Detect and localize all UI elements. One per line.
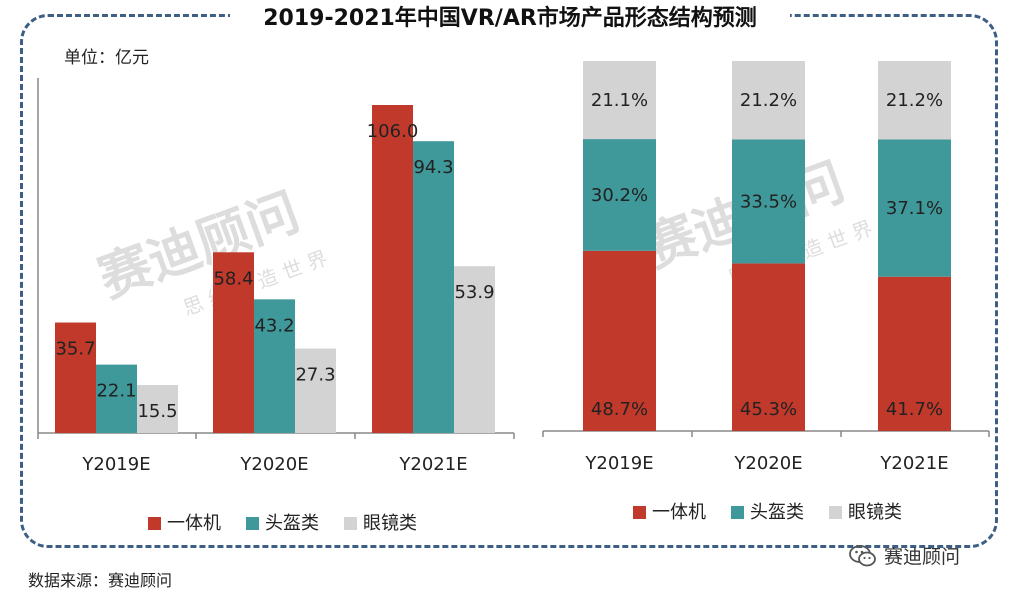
legend-label: 头盔类 [265, 513, 319, 534]
data-label-left: 35.7 [55, 339, 95, 360]
bar-right-一体机 [583, 250, 656, 431]
data-label-left: 43.2 [254, 315, 294, 336]
data-label-left: 15.5 [137, 401, 177, 422]
data-label-right: 45.3% [740, 399, 797, 420]
bar-left-一体机 [55, 322, 96, 433]
bar-left-头盔类 [96, 364, 137, 433]
x-tick-label-left: Y2020E [239, 454, 308, 475]
data-label-left: 58.4 [213, 268, 253, 289]
data-label-left: 27.3 [295, 365, 335, 386]
data-label-left: 94.3 [413, 157, 453, 178]
legend-label: 一体机 [652, 502, 706, 523]
data-label-left: 106.0 [367, 121, 419, 142]
x-tick-label-right: Y2020E [733, 453, 802, 474]
legend-label: 眼镜类 [363, 513, 417, 534]
data-label-right: 30.2% [591, 185, 648, 206]
data-label-right: 21.2% [886, 90, 943, 111]
legend-label: 眼镜类 [848, 502, 902, 523]
data-label-right: 33.5% [740, 191, 797, 212]
x-tick-label-right: Y2021E [879, 453, 948, 474]
wechat-icon [849, 544, 876, 566]
legend-swatch-眼镜类 [829, 506, 842, 519]
bar-left-头盔类 [254, 299, 295, 433]
bar-right-眼镜类 [583, 61, 656, 140]
page-title: 2019-2021年中国VR/AR市场产品形态结构预测 [230, 2, 790, 36]
data-label-right: 37.1% [886, 198, 943, 219]
bar-left-眼镜类 [295, 348, 336, 433]
legend-swatch-头盔类 [731, 506, 744, 519]
bar-right-头盔类 [732, 139, 805, 264]
x-tick-label-right: Y2019E [584, 453, 653, 474]
bar-right-眼镜类 [878, 61, 951, 140]
bar-right-一体机 [732, 263, 805, 431]
data-label-right: 21.2% [740, 90, 797, 111]
brand-badge: 赛迪顾问 [848, 542, 960, 569]
bar-left-眼镜类 [137, 385, 178, 433]
data-label-right: 48.7% [591, 399, 648, 420]
legend-swatch-一体机 [633, 506, 646, 519]
data-label-right: 21.1% [591, 90, 648, 111]
legend-swatch-眼镜类 [344, 517, 357, 530]
data-label-left: 22.1 [96, 381, 136, 402]
bar-left-眼镜类 [454, 266, 495, 433]
legend-label: 一体机 [167, 513, 221, 534]
source-note: 数据来源：赛迪顾问 [28, 571, 173, 590]
bar-right-头盔类 [583, 139, 656, 251]
bar-left-一体机 [372, 105, 413, 433]
legend-label: 头盔类 [750, 502, 804, 523]
bar-left-一体机 [213, 252, 254, 433]
legend-swatch-一体机 [148, 517, 161, 530]
legend-swatch-头盔类 [246, 517, 259, 530]
bar-right-一体机 [878, 276, 951, 431]
bar-right-头盔类 [878, 139, 951, 277]
data-label-right: 41.7% [886, 399, 943, 420]
data-label-left: 53.9 [454, 282, 494, 303]
x-tick-label-left: Y2019E [81, 454, 150, 475]
brand-label: 赛迪顾问 [884, 546, 961, 568]
unit-label: 单位：亿元 [64, 48, 149, 68]
bar-right-眼镜类 [732, 61, 805, 140]
x-tick-label-left: Y2021E [398, 454, 467, 475]
bar-left-头盔类 [413, 141, 454, 433]
